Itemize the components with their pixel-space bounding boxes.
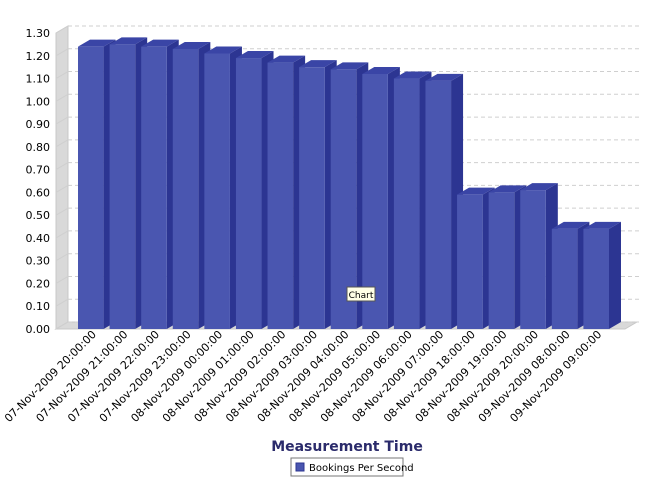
grid-line-side — [55, 48, 69, 57]
bar-front — [425, 80, 452, 329]
y-tick-label: 0.70 — [26, 164, 51, 177]
y-axis: 0.00 0.10 0.20 0.30 0.40 0.50 0.60 0.70 0.80 0.90… — [26, 27, 51, 336]
bar-front — [267, 62, 294, 329]
bar-top — [235, 51, 274, 59]
y-tick-label: 0.90 — [26, 118, 51, 131]
y-tick-label: 1.00 — [26, 95, 51, 108]
bar-front — [551, 228, 578, 329]
bar-front — [299, 67, 325, 330]
grid-line-side — [55, 184, 69, 193]
bar-front — [109, 44, 136, 330]
legend-label: Bookings Per Second — [309, 463, 414, 474]
x-axis-title: Measurement Time — [271, 439, 423, 455]
y-tick-label: 0.50 — [26, 209, 51, 222]
bar-top — [330, 62, 369, 70]
bar-front — [520, 190, 546, 329]
legend-box — [290, 457, 404, 477]
bar-top — [299, 60, 337, 68]
bar-top — [362, 66, 400, 74]
grid-line-side — [55, 276, 69, 284]
bar-top — [488, 185, 527, 193]
tooltip-box — [346, 286, 376, 302]
tooltip: Chart — [346, 286, 376, 302]
y-tick-label: 0.10 — [26, 300, 51, 313]
bar-top — [425, 73, 464, 81]
bars — [78, 37, 621, 330]
grid-line-side — [55, 162, 69, 171]
grid-line-side — [55, 116, 69, 125]
bar-top — [172, 41, 211, 49]
grid-line-side — [55, 253, 69, 262]
legend-swatch — [295, 462, 305, 472]
bar-top — [393, 71, 432, 79]
y-tick-label: 0.40 — [26, 232, 51, 245]
y-tick-label: 0.30 — [26, 255, 51, 268]
grid-line-side — [55, 93, 69, 102]
grid-line-side — [55, 71, 69, 79]
y-tick-label: 0.80 — [26, 141, 51, 154]
bar-front — [172, 48, 199, 329]
y-tick-label: 0.20 — [26, 277, 51, 290]
bar-front — [204, 53, 230, 329]
bar-top — [78, 39, 116, 47]
y-tick-label: 0.00 — [26, 323, 51, 336]
grid-line-side — [55, 298, 69, 307]
bar-top — [267, 55, 306, 63]
grid-line-side — [55, 230, 69, 239]
bar-front — [583, 228, 609, 329]
grid-line-side — [55, 321, 69, 330]
left-wall — [55, 25, 69, 330]
grid-line-side — [55, 25, 69, 34]
bar[interactable] — [330, 62, 369, 329]
legend[interactable]: Bookings Per Second — [290, 457, 414, 477]
bar-front — [235, 58, 262, 330]
bar-top — [457, 187, 495, 195]
y-tick-label: 1.30 — [26, 27, 51, 40]
bar-front — [141, 46, 167, 330]
bar-front — [393, 78, 420, 330]
bar-front — [457, 194, 483, 329]
bar-front — [488, 192, 515, 329]
bar-front — [78, 46, 104, 330]
bar-top — [520, 183, 558, 191]
bar-top — [204, 46, 242, 54]
y-tick-label: 1.10 — [26, 73, 51, 86]
bar-top — [551, 221, 590, 229]
bar-top — [109, 37, 148, 45]
bar-top — [141, 39, 179, 47]
y-tick-label: 0.60 — [26, 186, 51, 199]
bar-front — [330, 69, 357, 329]
grid-line-side — [55, 207, 69, 216]
tooltip-text: Chart — [349, 291, 374, 301]
bar[interactable] — [583, 221, 621, 329]
y-tick-label: 1.20 — [26, 50, 51, 63]
bar-top — [583, 221, 621, 229]
bar-front — [362, 73, 388, 329]
bar-side — [609, 221, 621, 329]
grid-line-side — [55, 139, 69, 148]
